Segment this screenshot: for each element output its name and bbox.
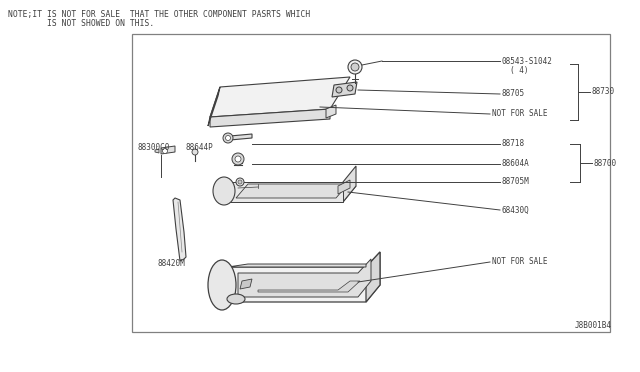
Polygon shape: [155, 149, 159, 153]
Text: 88705M: 88705M: [502, 177, 530, 186]
Text: 88705: 88705: [502, 90, 525, 99]
Text: 88700: 88700: [594, 158, 617, 167]
Polygon shape: [338, 180, 350, 194]
Polygon shape: [210, 77, 350, 117]
Text: NOT FOR SALE: NOT FOR SALE: [492, 257, 547, 266]
Circle shape: [235, 156, 241, 162]
Text: J8B001B4: J8B001B4: [575, 321, 612, 330]
Polygon shape: [208, 87, 220, 126]
Text: 88420M: 88420M: [158, 260, 186, 269]
Circle shape: [225, 135, 230, 141]
Circle shape: [238, 180, 242, 184]
Polygon shape: [326, 105, 336, 118]
Polygon shape: [161, 146, 175, 154]
Circle shape: [351, 63, 359, 71]
Polygon shape: [343, 166, 356, 202]
Ellipse shape: [213, 177, 235, 205]
Text: 08543-S1042: 08543-S1042: [502, 57, 553, 65]
Circle shape: [347, 85, 353, 91]
Polygon shape: [230, 134, 252, 140]
Text: 88730: 88730: [592, 87, 615, 96]
Text: IS NOT SHOWED ON THIS.: IS NOT SHOWED ON THIS.: [8, 19, 154, 29]
Circle shape: [163, 148, 168, 154]
Polygon shape: [238, 259, 371, 297]
Polygon shape: [228, 182, 343, 202]
Circle shape: [192, 149, 198, 155]
Polygon shape: [228, 186, 356, 202]
Text: 88300C0: 88300C0: [138, 144, 170, 153]
Ellipse shape: [208, 260, 236, 310]
Text: NOT FOR SALE: NOT FOR SALE: [492, 109, 547, 119]
Circle shape: [236, 178, 244, 186]
Polygon shape: [332, 82, 357, 97]
Polygon shape: [258, 281, 360, 292]
Text: 68430Q: 68430Q: [502, 205, 530, 215]
Text: 88644P: 88644P: [185, 142, 212, 151]
Text: 88604A: 88604A: [502, 160, 530, 169]
Polygon shape: [210, 109, 330, 127]
Text: ( 4): ( 4): [510, 65, 529, 74]
Polygon shape: [236, 184, 348, 198]
Polygon shape: [173, 198, 186, 261]
Ellipse shape: [227, 294, 245, 304]
Polygon shape: [228, 264, 366, 267]
Polygon shape: [366, 252, 380, 302]
Bar: [132, 34, 610, 332]
Circle shape: [348, 60, 362, 74]
Circle shape: [223, 133, 233, 143]
Circle shape: [232, 153, 244, 165]
Circle shape: [336, 87, 342, 93]
Text: 88718: 88718: [502, 140, 525, 148]
Polygon shape: [228, 252, 380, 302]
Text: NOTE;IT IS NOT FOR SALE  THAT THE OTHER COMPONENT PASRTS WHICH: NOTE;IT IS NOT FOR SALE THAT THE OTHER C…: [8, 10, 310, 19]
Polygon shape: [240, 279, 252, 289]
